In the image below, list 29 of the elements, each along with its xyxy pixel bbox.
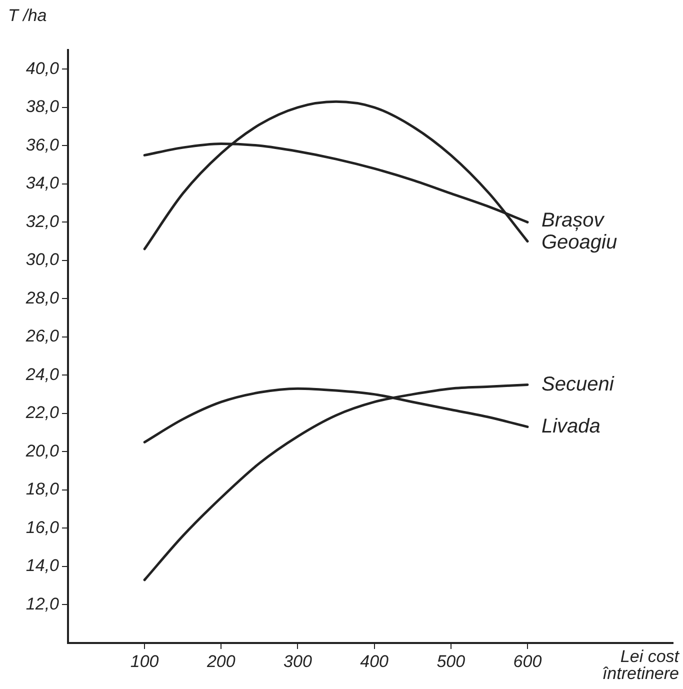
- y-tick-label: 26,0: [24, 326, 60, 346]
- x-tick-label: 600: [513, 652, 542, 671]
- y-tick-label: 16,0: [26, 518, 60, 537]
- y-tick-label: 22,0: [24, 403, 60, 422]
- y-tick-label: 20,0: [24, 441, 60, 460]
- x-axis-title: Lei cost întretinere: [602, 647, 680, 684]
- series-label: Secueni: [541, 373, 614, 396]
- x-tick-label: 500: [436, 652, 466, 671]
- y-tick-label: 28,0: [24, 288, 60, 308]
- y-axis-title: T /ha: [8, 6, 47, 26]
- x-tick-label: 200: [206, 652, 236, 671]
- y-tick-label: 12,0: [26, 594, 60, 614]
- x-tick-label: 400: [360, 652, 390, 671]
- series-label: Brașov: [541, 209, 605, 232]
- x-tick-label: 300: [284, 652, 312, 671]
- line-series: [143, 384, 529, 582]
- y-tick-label: 32,0: [26, 212, 60, 231]
- x-tick-label: 100: [130, 652, 160, 671]
- y-tick-label: 34,0: [26, 174, 60, 193]
- y-tick-label: 24,0: [24, 364, 60, 384]
- y-tick-label: 36,0: [26, 135, 60, 154]
- series-label: Livada: [541, 415, 600, 438]
- y-tick-label: 14,0: [26, 556, 60, 576]
- line-series: [143, 100, 529, 250]
- y-tick-label: 38,0: [26, 97, 60, 116]
- y-tick-label: 30,0: [26, 250, 60, 270]
- y-tick-label: 40,0: [26, 58, 60, 78]
- series-label: Geoagiu: [541, 231, 618, 254]
- y-tick-label: 18,0: [26, 480, 60, 499]
